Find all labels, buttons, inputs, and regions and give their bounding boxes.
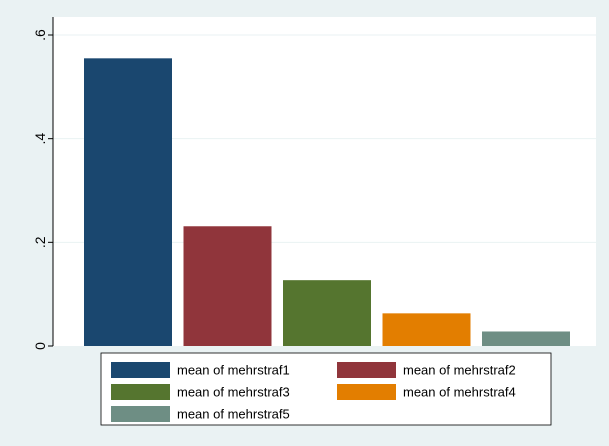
legend-label-mehrstraf5: mean of mehrstraf5 [177,407,290,422]
legend-label-mehrstraf4: mean of mehrstraf4 [403,385,516,400]
legend-label-mehrstraf3: mean of mehrstraf3 [177,385,290,400]
y-tick-label: .4 [32,133,48,145]
legend-label-mehrstraf2: mean of mehrstraf2 [403,363,516,378]
y-tick-label: .2 [32,236,48,248]
bar-mehrstraf3 [283,280,371,346]
y-axis-ticks: 0 .2 .4 .6 [32,29,53,350]
bar-mehrstraf5 [482,331,570,346]
legend-swatch-mehrstraf2 [337,362,396,378]
bar-mehrstraf1 [84,58,172,346]
bars [84,58,570,346]
legend: mean of mehrstraf1 mean of mehrstraf2 mean… [111,362,516,422]
y-tick-label: .6 [32,29,48,41]
legend-swatch-mehrstraf5 [111,406,170,422]
y-tick-label: 0 [32,342,48,350]
legend-swatch-mehrstraf4 [337,384,396,400]
bar-mehrstraf2 [183,226,272,346]
legend-swatch-mehrstraf1 [111,362,170,378]
legend-box [100,352,552,426]
legend-label-mehrstraf1: mean of mehrstraf1 [177,363,290,378]
legend-swatch-mehrstraf3 [111,384,170,400]
bar-mehrstraf4 [382,313,471,346]
